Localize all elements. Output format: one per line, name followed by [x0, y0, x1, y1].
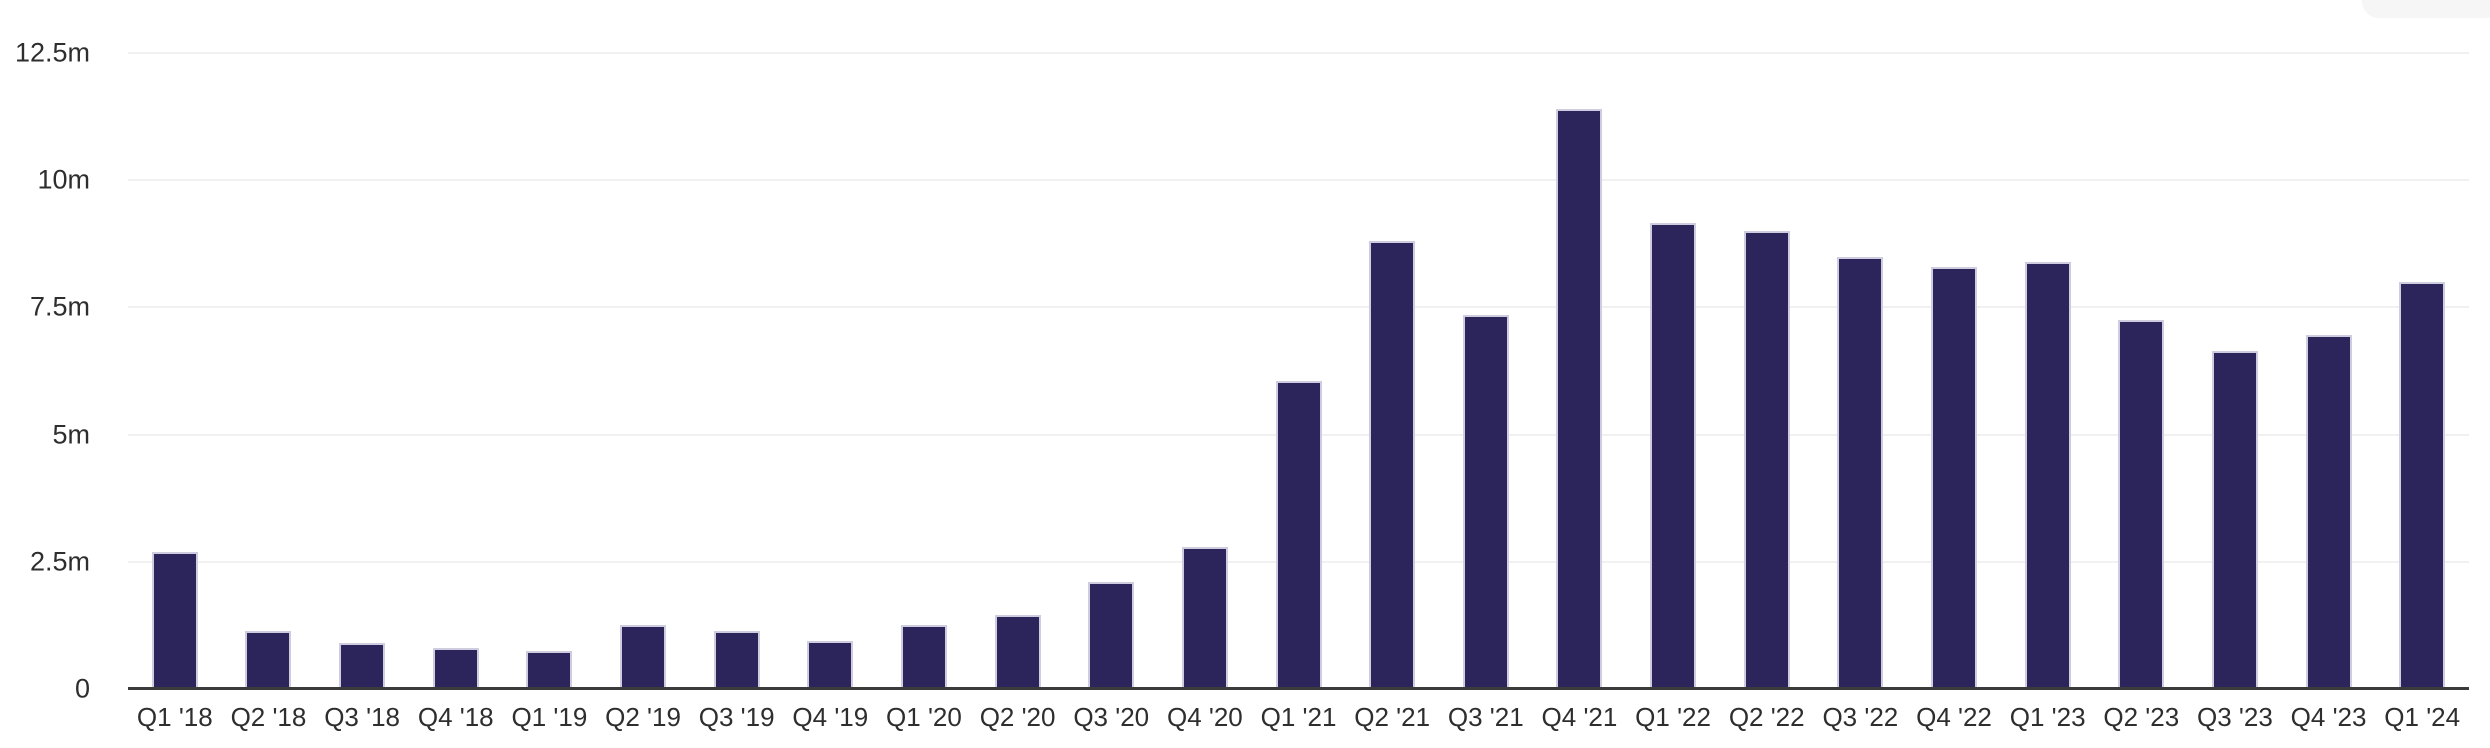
bars-row	[128, 53, 2469, 689]
bar-slot	[1064, 53, 1158, 689]
x-axis-tick-label: Q2 '20	[979, 702, 1056, 732]
x-axis-tick-label: Q4 '23	[2290, 702, 2367, 732]
bar-q3-22[interactable]	[1837, 256, 1884, 689]
x-axis-tick-label: Q3 '23	[2197, 702, 2273, 732]
corner-artifact	[2362, 0, 2490, 18]
x-axis-tick-label: Q1 '19	[511, 702, 588, 732]
x-axis-tick-label: Q4 '19	[792, 702, 869, 732]
bar-q2-22[interactable]	[1743, 231, 1790, 689]
x-axis-tick-label: Q2 '18	[230, 702, 307, 732]
y-axis-tick-label: 0	[74, 673, 90, 704]
y-axis-tick-label: 10m	[37, 164, 90, 195]
bar-q1-19[interactable]	[526, 650, 573, 689]
x-axis-tick-label: Q1 '18	[136, 702, 213, 732]
bar-q2-20[interactable]	[994, 615, 1041, 689]
bar-q2-18[interactable]	[245, 630, 292, 689]
x-axis-tick-label: Q4 '21	[1541, 702, 1618, 732]
bar-q4-20[interactable]	[1181, 546, 1228, 689]
bar-slot	[1439, 53, 1533, 689]
x-axis-tick-label: Q3 '18	[324, 702, 400, 732]
x-axis-tick-label: Q1 '21	[1260, 702, 1337, 732]
bar-slot	[128, 53, 222, 689]
bar-q3-19[interactable]	[713, 630, 760, 689]
x-axis-line	[128, 687, 2469, 690]
bar-slot	[409, 53, 503, 689]
bar-q3-18[interactable]	[339, 643, 386, 689]
bar-slot	[690, 53, 784, 689]
x-axis-tick-label: Q2 '22	[1728, 702, 1805, 732]
bar-q4-18[interactable]	[432, 648, 479, 689]
bar-slot	[971, 53, 1065, 689]
bar-q4-23[interactable]	[2305, 335, 2352, 689]
bar-slot	[596, 53, 690, 689]
bar-slot	[1907, 53, 2001, 689]
x-axis-tick-label: Q2 '19	[605, 702, 681, 732]
x-axis-tick-label: Q1 '23	[2009, 702, 2086, 732]
gridline	[128, 179, 2469, 182]
plot-area	[128, 52, 2469, 690]
bar-slot	[2375, 53, 2469, 689]
bar-slot	[1252, 53, 1346, 689]
y-axis-tick-label: 5m	[52, 419, 90, 450]
bar-q1-20[interactable]	[900, 625, 947, 689]
x-axis-tick-label: Q4 '22	[1916, 702, 1992, 732]
x-axis-tick-label: Q3 '20	[1073, 702, 1150, 732]
x-axis-tick-label: Q3 '21	[1447, 702, 1524, 732]
bar-slot	[503, 53, 597, 689]
bar-slot	[1720, 53, 1814, 689]
bar-slot	[2282, 53, 2376, 689]
x-axis-tick-label: Q2 '23	[2103, 702, 2180, 732]
bar-slot	[2094, 53, 2188, 689]
bar-q3-23[interactable]	[2211, 350, 2258, 689]
bar-q3-20[interactable]	[1088, 582, 1135, 689]
bar-q4-22[interactable]	[1930, 266, 1977, 689]
bar-slot	[1814, 53, 1908, 689]
bar-slot	[2188, 53, 2282, 689]
bar-q1-22[interactable]	[1650, 223, 1697, 689]
bar-q1-24[interactable]	[2399, 281, 2446, 689]
bar-q1-18[interactable]	[151, 551, 198, 689]
x-axis-tick-label: Q3 '19	[698, 702, 775, 732]
x-axis-tick-label: Q2 '21	[1354, 702, 1431, 732]
bar-q2-21[interactable]	[1369, 241, 1416, 689]
x-axis-tick-label: Q4 '20	[1166, 702, 1243, 732]
x-axis-tick-label: Q3 '22	[1822, 702, 1899, 732]
x-axis-tick-label: Q4 '18	[417, 702, 494, 732]
y-axis-tick-label: 12.5m	[14, 37, 90, 68]
y-axis: 12.5m 10m 7.5m 5m 2.5m 0	[0, 39, 90, 702]
gridline	[128, 306, 2469, 309]
bar-q1-23[interactable]	[2024, 261, 2071, 689]
y-axis-tick-label: 2.5m	[29, 546, 90, 577]
bar-slot	[222, 53, 316, 689]
bar-slot	[315, 53, 409, 689]
bar-q4-21[interactable]	[1556, 108, 1603, 689]
y-axis-tick-label: 7.5m	[29, 291, 90, 322]
bar-q1-21[interactable]	[1275, 381, 1322, 689]
gridline	[128, 52, 2469, 54]
bar-q2-19[interactable]	[620, 625, 667, 689]
x-axis-tick-label: Q1 '24	[2384, 702, 2461, 732]
x-axis-tick-label: Q1 '22	[1635, 702, 1711, 732]
bar-slot	[2001, 53, 2095, 689]
bar-slot	[1626, 53, 1720, 689]
bar-slot	[1158, 53, 1252, 689]
bar-slot	[783, 53, 877, 689]
bar-slot	[1533, 53, 1627, 689]
bar-q4-19[interactable]	[807, 640, 854, 689]
x-axis-tick-label: Q1 '20	[886, 702, 962, 732]
bar-q2-23[interactable]	[2118, 320, 2165, 689]
x-axis: Q1 '18 Q2 '18 Q3 '18 Q4 '18 Q1 '19 Q2 '19 Q3 '…	[128, 702, 2469, 733]
bar-q3-21[interactable]	[1462, 315, 1509, 689]
bar-slot	[877, 53, 971, 689]
bar-slot	[1345, 53, 1439, 689]
